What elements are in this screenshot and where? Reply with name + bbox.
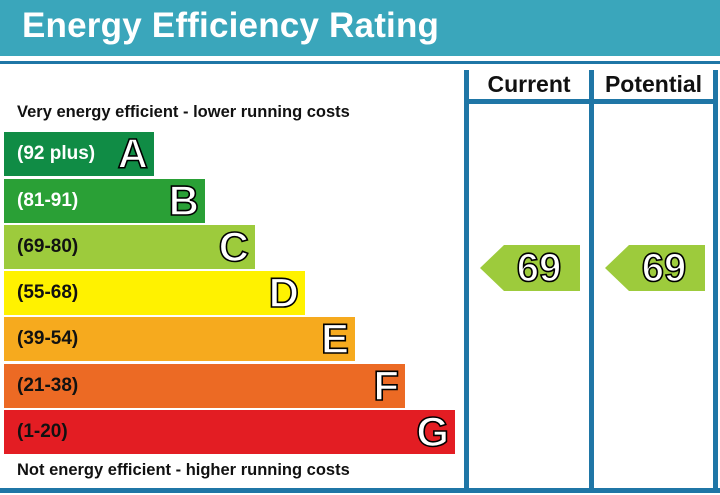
potential-column-header: Potential xyxy=(604,71,703,97)
arrow-shape xyxy=(605,245,705,291)
band-c: (69-80) C xyxy=(4,222,255,271)
column-rule-right xyxy=(713,70,718,490)
column-header-divider xyxy=(464,99,718,104)
efficient-note: Very energy efficient - lower running co… xyxy=(17,103,350,121)
band-a: (92 plus) A xyxy=(4,129,154,178)
current-rating-arrow: 69 xyxy=(480,245,580,291)
band-f: (21-38) F xyxy=(4,361,405,410)
band-range-label: (1-20) xyxy=(17,421,68,442)
column-rule-left xyxy=(464,70,469,490)
band-letter: E xyxy=(320,314,350,363)
title-bar: Energy Efficiency Rating xyxy=(0,0,720,56)
band-letter: B xyxy=(168,176,200,225)
band-range-label: (92 plus) xyxy=(17,143,96,164)
band-letter: G xyxy=(416,407,450,456)
divider-top xyxy=(0,61,720,64)
band-b: (81-91) B xyxy=(4,176,205,225)
current-rating-value: 69 xyxy=(516,245,562,291)
band-d: (55-68) D xyxy=(4,268,305,317)
band-e: (39-54) E xyxy=(4,314,355,363)
band-range-label: (55-68) xyxy=(17,282,79,303)
band-range-label: (81-91) xyxy=(17,190,79,211)
band-letter: C xyxy=(218,222,250,271)
potential-rating-arrow: 69 xyxy=(605,245,705,291)
band-range-label: (21-38) xyxy=(17,375,79,396)
band-letter: D xyxy=(268,268,300,317)
band-letter: A xyxy=(117,129,149,178)
current-column-header: Current xyxy=(487,71,571,97)
column-rule-middle xyxy=(589,70,594,490)
band-range-label: (39-54) xyxy=(17,328,79,349)
divider-bottom xyxy=(0,488,720,493)
inefficient-note: Not energy efficient - higher running co… xyxy=(17,461,350,479)
arrow-shape xyxy=(480,245,580,291)
potential-rating-value: 69 xyxy=(641,245,687,291)
band-g: (1-20) G xyxy=(4,407,455,456)
band-letter: F xyxy=(373,361,400,410)
band-range-label: (69-80) xyxy=(17,236,79,257)
page-title: Energy Efficiency Rating xyxy=(22,6,440,45)
